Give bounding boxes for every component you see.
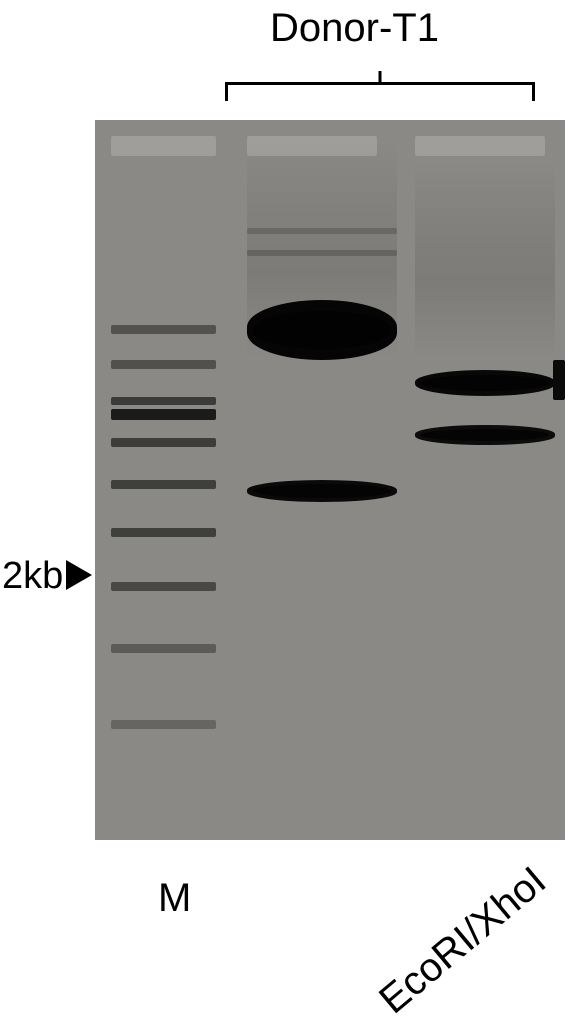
faint-band [247, 228, 397, 234]
ladder-band [111, 480, 216, 489]
size-marker-arrow [66, 560, 92, 590]
sample-band [247, 300, 397, 360]
gel-well [415, 136, 545, 156]
faint-band [247, 250, 397, 256]
ladder-band [111, 409, 216, 420]
ladder-band [111, 325, 216, 334]
sample-band [415, 370, 555, 396]
donor-label: Donor-T1 [270, 6, 439, 51]
lane-smear [415, 160, 555, 360]
lane-label-enzyme: EcoRI/XhoI [371, 858, 555, 1023]
ladder-band [111, 360, 216, 369]
sample-band [415, 425, 555, 445]
ladder-band [111, 397, 216, 405]
ladder-band [111, 720, 216, 729]
lane-label-marker: M [158, 876, 191, 921]
size-marker-label: 2kb [2, 555, 63, 598]
ladder-band [111, 528, 216, 537]
gel-well [111, 136, 216, 156]
sample-band [247, 480, 397, 502]
ladder-band [111, 644, 216, 653]
ladder-band [111, 582, 216, 591]
gel-image [95, 120, 565, 840]
edge-band [553, 360, 565, 400]
bracket [225, 82, 535, 85]
ladder-band [111, 438, 216, 447]
